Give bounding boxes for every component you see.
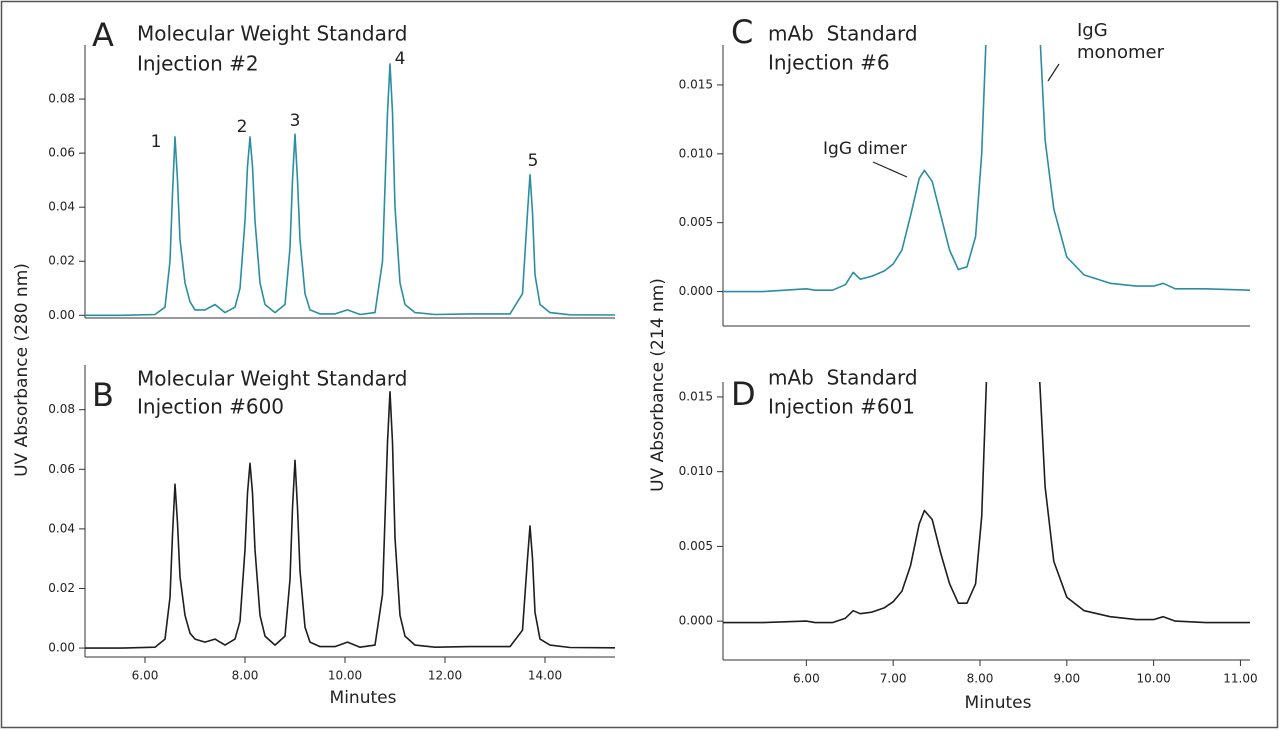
y-tick-label: 0.04 (48, 521, 75, 535)
panel-label: D (731, 375, 756, 413)
y-tick-label: 0.06 (48, 462, 75, 476)
y-tick-label: 0.000 (679, 614, 713, 628)
y-tick-label: 0.010 (679, 146, 713, 160)
leader-line (872, 161, 908, 178)
annotation: IgG monomer (1077, 20, 1164, 63)
panel-subtitle: Injection #6 (768, 51, 890, 75)
trace (85, 63, 615, 317)
y-tick-label: 0.00 (48, 308, 75, 322)
y-tick-label: 0.08 (48, 92, 75, 106)
y-tick-label: 0.04 (48, 200, 75, 214)
y-tick-label: 0.005 (679, 215, 713, 229)
panel-title: mAb Standard (768, 22, 918, 46)
annotation: 5 (528, 151, 539, 171)
trace (723, 382, 1250, 624)
annotation: 3 (290, 111, 301, 131)
y-tick-label: 0.00 (48, 641, 75, 655)
y-tick-label: 0.015 (679, 389, 713, 403)
y-axis-label: UV Absorbance (280 nm) (12, 263, 32, 477)
panel-subtitle: Injection #601 (768, 395, 915, 419)
panel-subtitle: Injection #600 (137, 395, 284, 419)
panel-label: B (92, 376, 114, 414)
y-tick-label: 0.015 (679, 77, 713, 91)
y-tick-label: 0.02 (48, 254, 75, 268)
panel-subtitle: Injection #2 (137, 52, 259, 76)
leader-line (1047, 63, 1060, 82)
x-tick-label: 12.00 (428, 669, 462, 683)
x-tick-label: 6.00 (132, 669, 159, 683)
x-tick-label: 11.00 (1223, 672, 1257, 686)
annotation: 1 (151, 132, 162, 152)
x-axis-label: Minutes (965, 693, 1032, 713)
panel-title: Molecular Weight Standard (137, 367, 407, 391)
x-axis-label: Minutes (330, 688, 397, 708)
annotation: 2 (237, 117, 248, 137)
y-tick-label: 0.010 (679, 464, 713, 478)
panel-label: A (92, 16, 114, 54)
y-tick-label: 0.08 (48, 402, 75, 416)
y-tick-label: 0.005 (679, 539, 713, 553)
x-tick-label: 7.00 (880, 672, 907, 686)
panel-title: Molecular Weight Standard (137, 22, 407, 46)
y-tick-label: 0.000 (679, 284, 713, 298)
x-tick-label: 8.00 (232, 669, 259, 683)
x-tick-label: 9.00 (1053, 672, 1080, 686)
x-tick-label: 10.00 (328, 669, 362, 683)
trace (85, 391, 615, 649)
annotation: 4 (395, 49, 406, 69)
annotation: IgG dimer (823, 139, 907, 159)
panel-label: C (731, 13, 753, 51)
y-tick-label: 0.02 (48, 581, 75, 595)
x-tick-label: 6.00 (793, 672, 820, 686)
x-tick-label: 10.00 (1136, 672, 1170, 686)
y-axis-label: UV Absorbance (214 nm) (648, 278, 668, 492)
y-tick-label: 0.06 (48, 146, 75, 160)
trace (723, 45, 1250, 293)
panel-title: mAb Standard (768, 366, 918, 390)
x-tick-label: 14.00 (528, 669, 562, 683)
x-tick-label: 8.00 (967, 672, 994, 686)
